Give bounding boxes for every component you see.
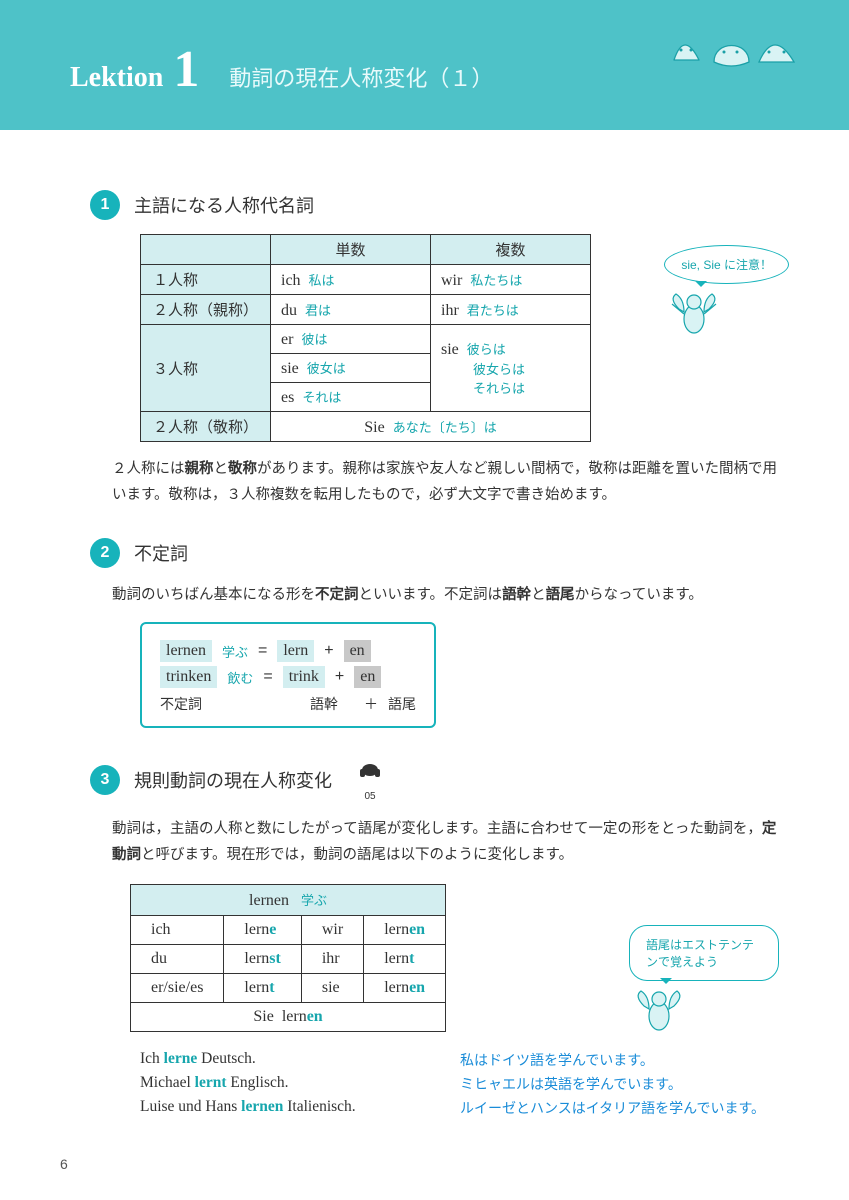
audio-icon: 05 <box>356 758 384 802</box>
lektion-label: Lektion <box>70 62 163 94</box>
section-3: 3 規則動詞の現在人称変化 05 動詞は，主語の人称と数にしたがって語尾が変化し… <box>90 758 789 1118</box>
infinitive-box: lernen 学ぶ = lern + en trinken 飲む = trink… <box>140 622 436 728</box>
callout-1: sie, Sie に注意！ <box>664 245 789 349</box>
example-sentences: Ich lerne Deutsch.私はドイツ語を学んでいます。 Michael… <box>140 1050 789 1118</box>
callout-2: 語尾はエストテンテンで覚えよう <box>629 925 779 1046</box>
conjugation-table: lernen 学ぶ ich lerne wir lernen du lernst… <box>130 884 446 1032</box>
bird-icons <box>659 20 809 80</box>
col-plural: 複数 <box>431 235 591 265</box>
section-number-1: 1 <box>90 190 120 220</box>
section-title-1: 主語になる人称代名詞 <box>134 192 314 218</box>
page-number: 6 <box>60 1156 68 1172</box>
section-title-2: 不定詞 <box>134 540 188 566</box>
section-number-3: 3 <box>90 765 120 795</box>
page-header: Lektion 1 動詞の現在人称変化（１） <box>0 0 849 130</box>
section-2: 2 不定詞 動詞のいちばん基本になる形を不定詞といいます。不定詞は語幹と語尾から… <box>90 538 789 728</box>
lektion-subtitle: 動詞の現在人称変化（１） <box>229 61 493 93</box>
lektion-number: 1 <box>173 40 199 99</box>
section1-note: ２人称には親称と敬称があります。親称は家族や友人など親しい間柄で，敬称は距離を置… <box>112 456 789 508</box>
fairy-icon <box>664 284 724 344</box>
section3-intro: 動詞は，主語の人称と数にしたがって語尾が変化します。主語に合わせて一定の形をとっ… <box>112 816 789 868</box>
pronoun-table: 単数 複数 １人称 ich私は wir私たちは ２人称（親称） du君は ihr… <box>140 234 591 442</box>
section2-intro: 動詞のいちばん基本になる形を不定詞といいます。不定詞は語幹と語尾からなっています… <box>112 582 789 608</box>
section-number-2: 2 <box>90 538 120 568</box>
col-singular: 単数 <box>271 235 431 265</box>
section-1: 1 主語になる人称代名詞 単数 複数 １人称 ich私は wir私たちは ２人称… <box>90 190 789 508</box>
fairy-icon <box>629 981 689 1041</box>
section-title-3: 規則動詞の現在人称変化 <box>134 767 332 793</box>
